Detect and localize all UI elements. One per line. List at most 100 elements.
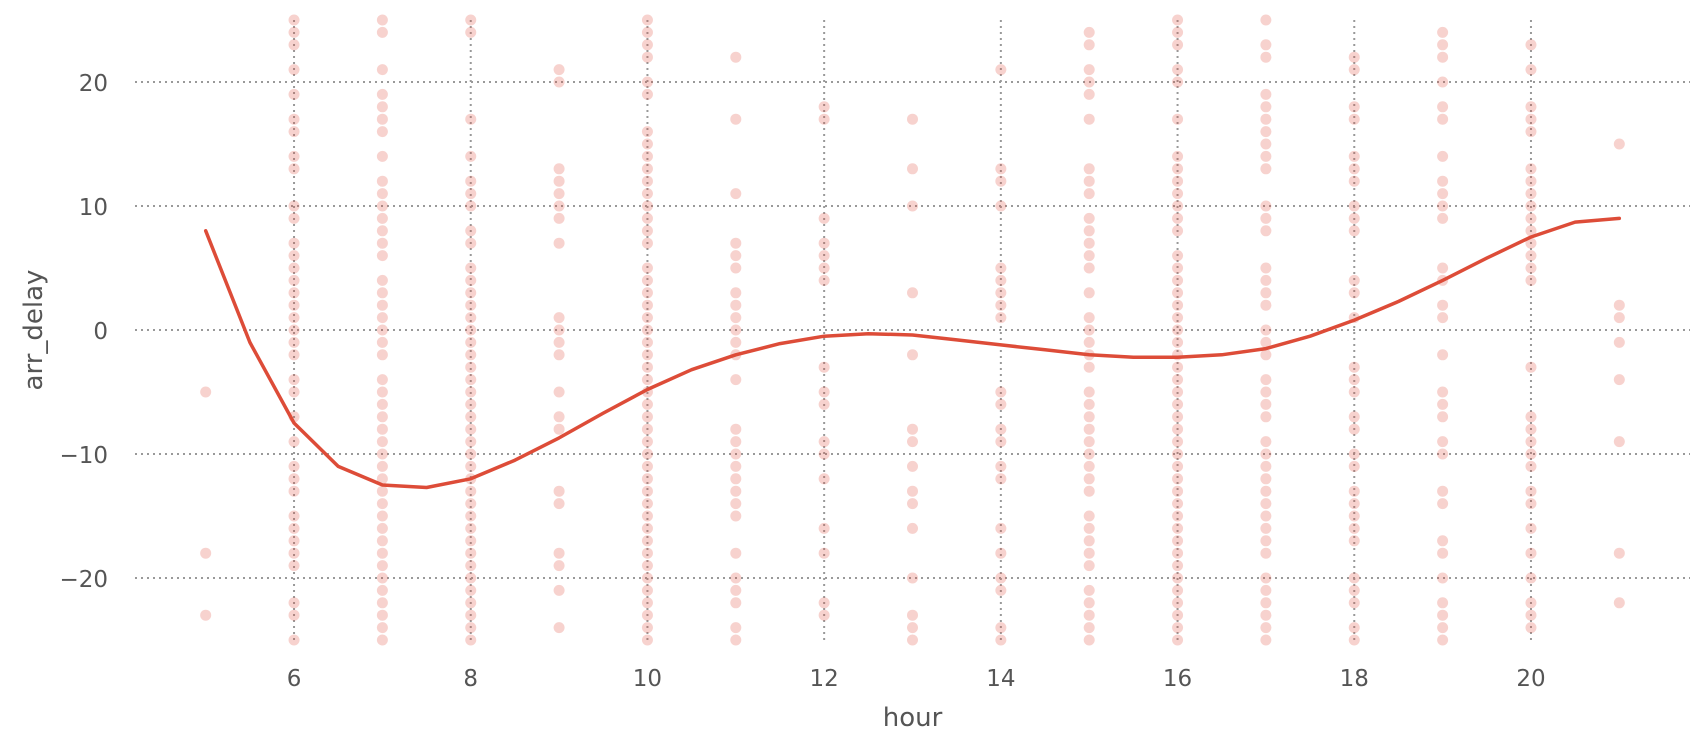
data-point <box>465 374 477 386</box>
data-point <box>288 560 300 572</box>
data-point <box>730 423 742 435</box>
scatter-points <box>200 14 1625 646</box>
x-tick-label: 16 <box>1163 666 1192 692</box>
x-tick-label: 14 <box>986 666 1015 692</box>
data-point <box>1437 498 1449 510</box>
data-point <box>288 200 300 212</box>
data-point <box>995 584 1007 596</box>
data-point <box>1525 361 1537 373</box>
data-point <box>288 374 300 386</box>
data-point <box>1083 560 1095 572</box>
data-point <box>1437 597 1449 609</box>
data-point <box>1260 14 1272 26</box>
x-tick-label: 12 <box>810 666 839 692</box>
data-point <box>1083 212 1095 224</box>
data-point <box>641 460 653 472</box>
data-point <box>818 386 830 398</box>
data-point <box>288 14 300 26</box>
data-point <box>1172 274 1184 286</box>
data-point <box>730 299 742 311</box>
data-point <box>1172 460 1184 472</box>
data-point <box>1083 584 1095 596</box>
data-point <box>1083 485 1095 497</box>
data-point <box>641 76 653 88</box>
data-point <box>1437 572 1449 584</box>
data-point <box>465 597 477 609</box>
x-tick-label: 18 <box>1340 666 1369 692</box>
data-point <box>1525 423 1537 435</box>
data-point <box>1083 361 1095 373</box>
data-point <box>1083 609 1095 621</box>
data-point <box>465 485 477 497</box>
data-point <box>1348 448 1360 460</box>
data-point <box>1172 200 1184 212</box>
data-point <box>1260 200 1272 212</box>
data-point <box>553 188 565 200</box>
data-point <box>730 547 742 559</box>
data-point <box>818 113 830 125</box>
data-point <box>730 336 742 348</box>
data-point <box>1172 324 1184 336</box>
data-point <box>1172 398 1184 410</box>
data-point <box>907 163 918 175</box>
data-point <box>641 274 653 286</box>
x-tick-label: 6 <box>287 666 302 692</box>
data-point <box>641 287 653 299</box>
data-point <box>907 436 918 448</box>
data-point <box>1437 609 1449 621</box>
data-point <box>907 423 918 435</box>
data-point <box>376 498 388 510</box>
data-point <box>376 510 388 522</box>
data-point <box>1260 51 1272 63</box>
data-point <box>995 547 1007 559</box>
data-point <box>1525 609 1537 621</box>
data-point <box>376 547 388 559</box>
data-point <box>995 436 1007 448</box>
data-point <box>907 522 918 534</box>
data-point <box>1525 188 1537 200</box>
data-point <box>1260 485 1272 497</box>
data-point <box>376 535 388 547</box>
data-point <box>1260 522 1272 534</box>
data-point <box>1348 175 1360 187</box>
data-point <box>995 312 1007 324</box>
data-point <box>1348 64 1360 76</box>
data-point <box>1437 26 1449 38</box>
data-point <box>1083 312 1095 324</box>
data-point <box>288 150 300 162</box>
data-point <box>376 374 388 386</box>
data-point <box>1525 597 1537 609</box>
data-point <box>1525 622 1537 634</box>
data-point <box>818 547 830 559</box>
data-point <box>288 460 300 472</box>
data-point <box>1613 312 1625 324</box>
data-point <box>1172 510 1184 522</box>
data-point <box>641 597 653 609</box>
data-point <box>553 349 565 361</box>
data-point <box>288 250 300 262</box>
data-point <box>553 622 565 634</box>
data-point <box>730 237 742 249</box>
data-point <box>1525 237 1537 249</box>
data-point <box>1083 547 1095 559</box>
data-point <box>818 473 830 485</box>
data-point <box>907 460 918 472</box>
data-point <box>818 448 830 460</box>
data-point <box>465 150 477 162</box>
data-point <box>1260 436 1272 448</box>
data-point <box>288 163 300 175</box>
data-point <box>1083 163 1095 175</box>
data-point <box>288 324 300 336</box>
data-point <box>1083 473 1095 485</box>
data-point <box>1437 485 1449 497</box>
data-point <box>730 498 742 510</box>
data-point <box>465 349 477 361</box>
data-point <box>376 26 388 38</box>
data-point <box>465 26 477 38</box>
x-axis-label: hour <box>883 703 943 733</box>
data-point <box>376 324 388 336</box>
data-point <box>1437 398 1449 410</box>
data-point <box>288 436 300 448</box>
data-point <box>641 473 653 485</box>
